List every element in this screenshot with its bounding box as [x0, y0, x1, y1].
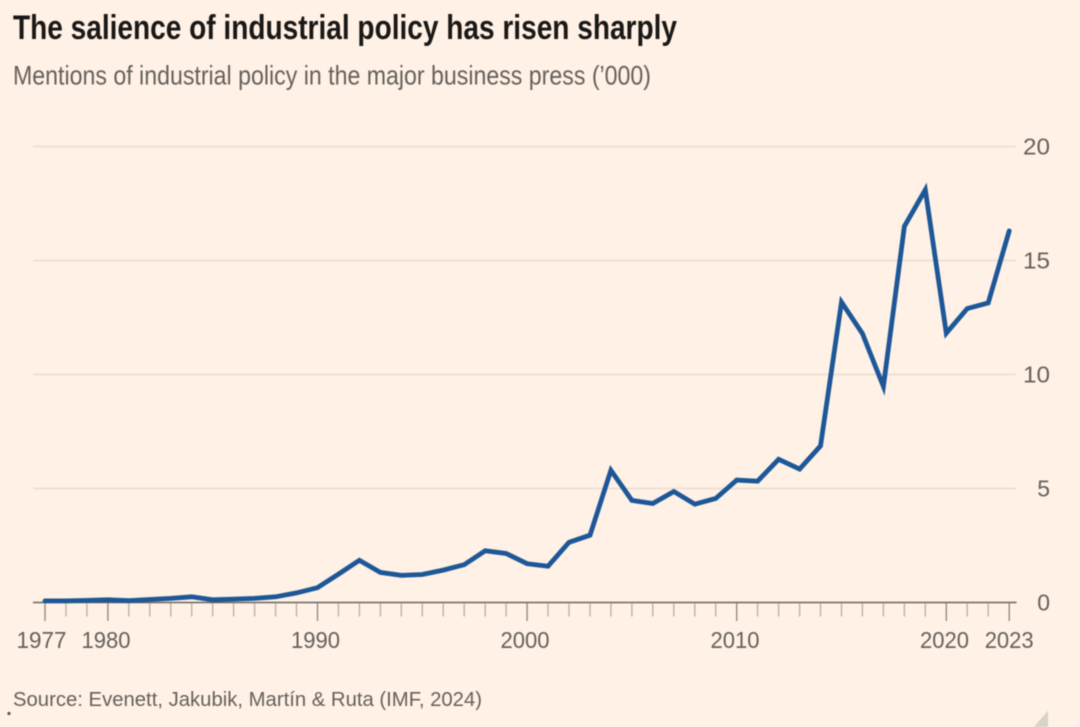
svg-text:15: 15	[1023, 248, 1050, 274]
svg-text:Source: Evenett, Jakubik, Mart: Source: Evenett, Jakubik, Martín & Ruta …	[13, 689, 482, 711]
svg-text:0: 0	[1037, 590, 1050, 616]
svg-text:20: 20	[1023, 134, 1050, 160]
svg-text:5: 5	[1037, 476, 1050, 502]
svg-text:2023: 2023	[985, 627, 1034, 653]
svg-text:10: 10	[1023, 362, 1050, 388]
svg-text:1980: 1980	[82, 627, 131, 653]
svg-text:The salience of industrial pol: The salience of industrial policy has ri…	[13, 9, 677, 47]
svg-text:1990: 1990	[291, 627, 340, 653]
svg-text:2020: 2020	[920, 627, 969, 653]
svg-text:1977: 1977	[17, 627, 67, 653]
svg-text:Mentions of industrial policy: Mentions of industrial policy in the maj…	[13, 61, 651, 91]
svg-text:2010: 2010	[711, 627, 760, 653]
svg-text:2000: 2000	[501, 627, 550, 653]
